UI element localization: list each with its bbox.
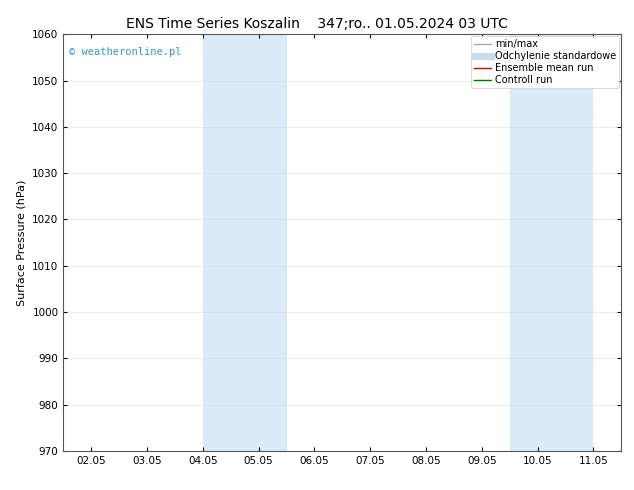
Bar <box>203 34 287 451</box>
Bar <box>510 34 593 451</box>
Text: © weatheronline.pl: © weatheronline.pl <box>69 47 181 57</box>
Text: ENS Time Series Koszalin    347;ro.. 01.05.2024 03 UTC: ENS Time Series Koszalin 347;ro.. 01.05.… <box>126 17 508 31</box>
Y-axis label: Surface Pressure (hPa): Surface Pressure (hPa) <box>16 179 27 306</box>
Legend: min/max, Odchylenie standardowe, Ensemble mean run, Controll run: min/max, Odchylenie standardowe, Ensembl… <box>471 36 619 88</box>
